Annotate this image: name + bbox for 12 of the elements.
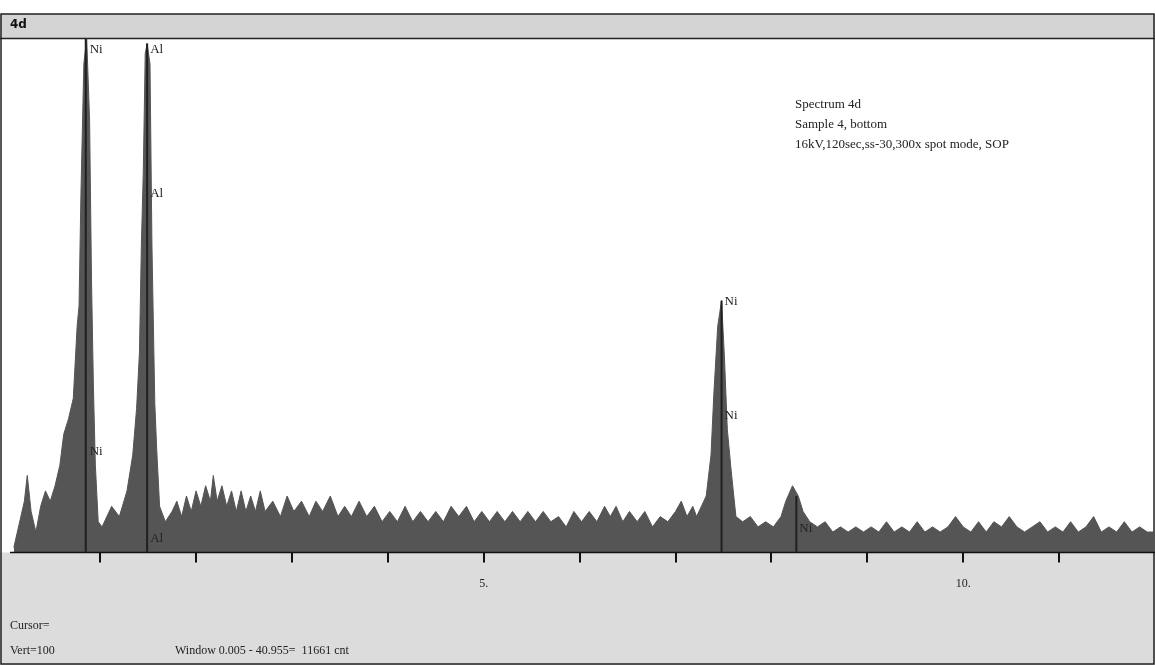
chart-title: 4d [10,17,27,32]
x-tick-label: 10. [955,575,971,590]
annotation: 16kV,120sec,ss-30,300x spot mode, SOP [795,135,1009,151]
annotation: Sample 4, bottom [795,115,888,131]
annotation: Ni [89,41,104,57]
text: Window 0.005 - 40.955= 11661 cnt [175,643,350,658]
annotation: Al [150,41,164,57]
text: Cursor= [10,618,50,633]
annotation: Ni [724,293,738,309]
annotation: Spectrum 4d [795,95,862,111]
x-tick-label: 5. [479,575,489,590]
text: Vert=100 [10,643,55,658]
